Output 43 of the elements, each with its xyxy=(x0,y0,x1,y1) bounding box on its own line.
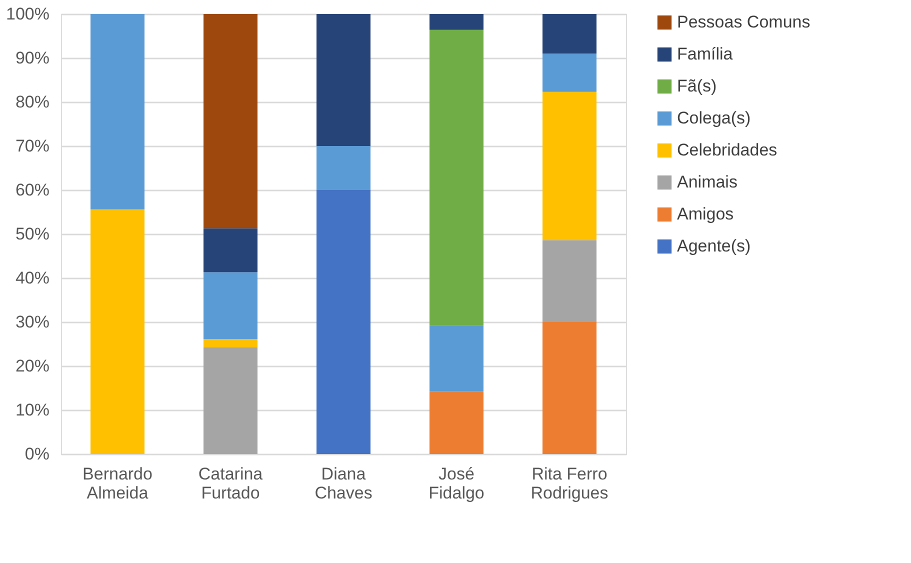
bar xyxy=(204,228,258,272)
bar xyxy=(430,30,484,326)
x-tick-label: Bernardo Almeida xyxy=(82,464,152,502)
bar xyxy=(204,339,258,348)
bar xyxy=(542,240,596,322)
bar xyxy=(204,347,258,454)
x-tick-label: Diana Chaves xyxy=(314,464,372,502)
legend-label: Animais xyxy=(677,172,738,192)
bar xyxy=(316,146,370,190)
x-tick-label: Catarina Furtado xyxy=(198,464,264,502)
legend-label: Pessoas Comuns xyxy=(677,12,810,32)
y-tick-label: 70% xyxy=(15,136,50,156)
y-tick-label: 100% xyxy=(6,4,50,24)
y-tick-label: 50% xyxy=(15,224,50,244)
y-tick-label: 30% xyxy=(15,312,50,332)
y-tick-label: 90% xyxy=(15,48,50,68)
y-tick-label: 80% xyxy=(15,92,50,112)
legend-label: Família xyxy=(677,44,734,64)
bar xyxy=(430,325,484,392)
bar xyxy=(90,209,144,454)
bar xyxy=(204,14,258,228)
bar xyxy=(430,391,484,454)
legend-label: Amigos xyxy=(677,204,734,224)
legend-label: Fã(s) xyxy=(677,76,717,96)
y-tick-label: 10% xyxy=(15,400,50,420)
y-tick-label: 20% xyxy=(15,356,50,376)
x-tick-label: Rita Ferro Rodrigues xyxy=(530,464,608,502)
x-tick-label: José Fidalgo xyxy=(428,464,484,502)
legend-label: Celebridades xyxy=(677,140,778,160)
bar xyxy=(316,190,370,454)
y-tick-label: 40% xyxy=(15,268,50,288)
legend-label: Colega(s) xyxy=(677,108,751,128)
bar xyxy=(542,54,596,92)
y-tick-label: 60% xyxy=(15,180,50,200)
bar xyxy=(542,92,596,240)
legend-label: Agente(s) xyxy=(677,236,751,256)
bar xyxy=(204,272,258,340)
bar xyxy=(316,14,370,146)
bar xyxy=(430,14,484,30)
y-tick-label: 0% xyxy=(24,444,50,464)
bar xyxy=(90,14,144,210)
bar xyxy=(542,322,596,454)
bar xyxy=(542,14,596,54)
